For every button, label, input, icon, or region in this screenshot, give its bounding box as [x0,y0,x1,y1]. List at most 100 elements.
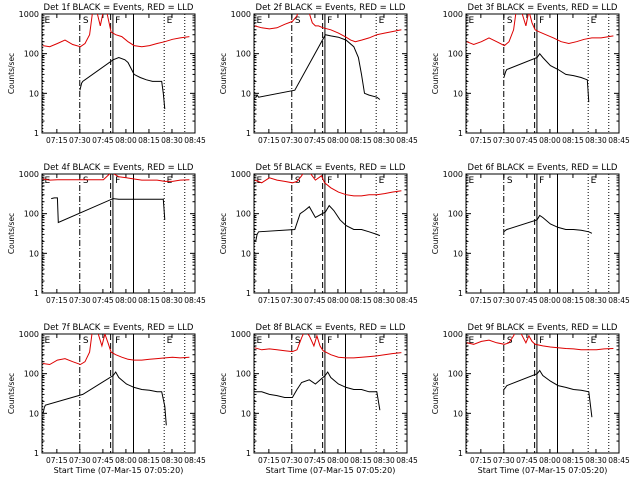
series-group [254,14,402,100]
x-tick-label: 08:45 [184,136,206,145]
x-tick-label: 08:15 [138,456,160,465]
series-group [503,214,593,234]
time-marker-label: E [167,16,173,26]
x-tick-label: 08:00 [327,296,349,305]
series-group [42,14,190,110]
events-series-line [255,34,381,100]
panel-title: Det 2f BLACK = Events, RED = LLD [256,3,406,13]
x-tick-label: 07:45 [304,456,326,465]
x-tick-label: 08:45 [184,296,206,305]
time-marker-label: F [539,16,544,26]
time-marker-label: E [469,16,475,26]
lld-series-line [466,14,614,47]
x-tick-label: 08:00 [115,136,137,145]
time-marker-label: F [115,16,120,26]
events-series-line [51,197,166,224]
y-tick-label: 1 [458,129,463,138]
y-axis-label: Counts/sec [7,53,16,94]
plot-frame [253,173,408,294]
x-tick-label: 08:00 [539,296,561,305]
series-group [254,334,402,411]
panel-7: Det 7f BLACK = Events, RED = LLD 1 10 100 10… [7,323,206,475]
x-tick-label: 08:00 [539,136,561,145]
x-tick-label: 07:45 [92,456,114,465]
y-tick-label: 100 [448,210,463,219]
y-tick-label: 1 [246,289,251,298]
time-marker-label: E [379,176,385,186]
time-marker-label: F [327,336,332,346]
events-series-line [79,56,166,110]
time-marker-label: E [257,16,263,26]
y-tick-label: 1 [246,449,251,458]
y-tick-label: 100 [24,210,39,219]
panel-9: Det 9f BLACK = Events, RED = LLD 1 10 100 10… [431,323,630,475]
x-tick-label: 08:00 [327,456,349,465]
y-tick-label: 1000 [19,170,39,179]
panel-6: Det 6f BLACK = Events, RED = LLD 1 10 100 10… [431,163,630,305]
y-tick-label: 1000 [231,10,251,19]
series-group [466,334,614,418]
panel-4: Det 4f BLACK = Events, RED = LLD 1 10 100 10… [7,163,206,305]
time-marker-label: S [83,176,89,186]
y-tick-label: 10 [453,249,463,258]
x-axis-label: Start Time (07-Mar-15 07:05:20) [266,466,396,475]
panel-title: Det 5f BLACK = Events, RED = LLD [256,163,406,173]
x-tick-label: 07:15 [46,136,68,145]
events-series-line [503,214,593,234]
panel-title: Det 8f BLACK = Events, RED = LLD [256,323,406,333]
x-tick-label: 07:30 [493,456,515,465]
y-tick-label: 10 [453,409,463,418]
plot-frame [41,173,196,294]
y-tick-label: 1000 [231,170,251,179]
events-series-line [503,369,593,418]
y-axis-label: Counts/sec [431,373,440,414]
panel-title: Det 9f BLACK = Events, RED = LLD [468,323,618,333]
panel-title: Det 3f BLACK = Events, RED = LLD [468,3,618,13]
y-axis-label: Counts/sec [7,373,16,414]
y-tick-label: 100 [448,50,463,59]
x-tick-label: 07:45 [92,296,114,305]
time-marker-label: E [591,16,597,26]
x-tick-label: 07:15 [46,296,68,305]
x-tick-label: 07:30 [281,296,303,305]
time-marker-label: S [83,336,89,346]
y-tick-label: 1000 [19,10,39,19]
y-axis-label: Counts/sec [219,373,228,414]
time-marker-label: F [115,176,120,186]
y-tick-label: 1 [246,129,251,138]
y-tick-label: 100 [236,210,251,219]
y-tick-label: 10 [453,89,463,98]
plot-frame [465,13,620,134]
y-tick-label: 10 [29,89,39,98]
events-series-line [255,204,381,242]
x-tick-label: 07:30 [69,296,91,305]
x-tick-label: 07:30 [493,136,515,145]
y-tick-label: 1000 [19,330,39,339]
time-marker-label: E [257,176,263,186]
x-tick-label: 08:30 [373,296,395,305]
time-marker-label: F [115,336,120,346]
time-marker-label: E [469,176,475,186]
x-tick-label: 08:00 [115,296,137,305]
x-axis-label: Start Time (07-Mar-15 07:05:20) [478,466,608,475]
time-marker-label: E [45,176,51,186]
x-tick-label: 07:15 [470,296,492,305]
events-series-line [42,371,167,426]
x-tick-label: 08:15 [350,456,372,465]
plot-frame [41,333,196,454]
lld-series-line [42,334,190,366]
time-marker-label: E [469,336,475,346]
x-tick-label: 07:15 [258,136,280,145]
x-axis-label: Start Time (07-Mar-15 07:05:20) [54,466,184,475]
y-axis-label: Counts/sec [431,213,440,254]
y-axis-label: Counts/sec [219,213,228,254]
lld-series-line [254,334,402,359]
x-tick-label: 07:30 [69,456,91,465]
x-tick-label: 08:45 [608,456,630,465]
lld-series-line [254,14,402,43]
y-tick-label: 100 [236,50,251,59]
y-tick-label: 1 [458,449,463,458]
y-tick-label: 1 [34,289,39,298]
